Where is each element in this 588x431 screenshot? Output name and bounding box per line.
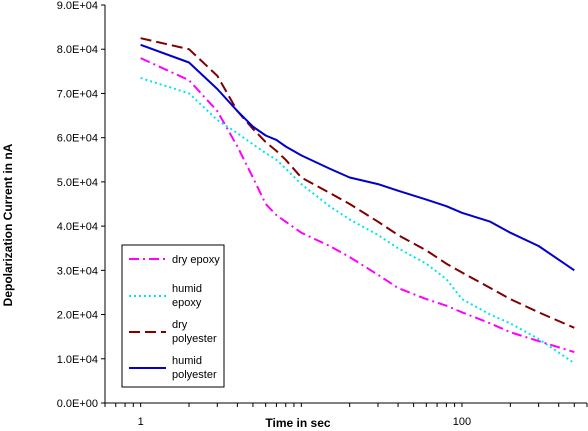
y-tick-label: 9.0E+04 [57, 0, 98, 12]
y-tick-label: 2.0E+04 [57, 310, 98, 322]
y-tick-label: 7.0E+04 [57, 88, 98, 100]
series-line-4 [140, 43, 575, 272]
y-tick-label: 6.0E+04 [57, 133, 98, 145]
y-tick-label: 8.0E+04 [57, 44, 98, 56]
plot-area [104, 5, 587, 404]
y-tick-label: 5.0E+04 [57, 177, 98, 189]
series-line-2 [140, 77, 575, 365]
legend-label: dry epoxy [172, 254, 220, 266]
series-group [140, 37, 575, 365]
y-axis-title: Depolarization Current in nA [1, 143, 15, 306]
y-tick-label: 3.0E+04 [57, 265, 98, 277]
y-tick-label: 0.0E+00 [57, 398, 98, 410]
legend-label: dry polyester [172, 319, 217, 345]
y-tick-label: 4.0E+04 [57, 221, 98, 233]
x-axis: 1 100 [104, 403, 588, 428]
legend: dry epoxy humid epoxy dry polyester humid poly… [121, 244, 225, 388]
legend-label: humid polyester [172, 355, 217, 381]
y-axis: 0.0E+00 1.0E+04 2.0E+04 3.0E+04 4.0E+04 5.0E+… [57, 0, 105, 410]
x-tick-label: 100 [453, 416, 471, 428]
y-tick-label: 1.0E+04 [57, 354, 98, 366]
series-line-1 [140, 57, 575, 354]
x-tick-label: 1 [138, 416, 144, 428]
legend-box [121, 244, 225, 388]
x-axis-title: Time in sec [265, 416, 330, 430]
legend-label: humid epoxy [172, 283, 202, 309]
